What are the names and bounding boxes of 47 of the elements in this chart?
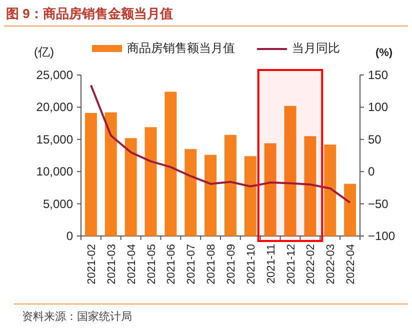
bar: [184, 149, 197, 236]
bar: [204, 154, 217, 236]
x-tick-label: 2021-02: [86, 244, 98, 284]
y-tick-label: 15,000: [36, 132, 74, 146]
x-tick-label: 2021-11: [265, 244, 278, 284]
x-tick-label: 2021-10: [245, 244, 258, 284]
y2-tick-label: 50: [368, 132, 382, 146]
bar: [224, 134, 236, 236]
y2-tick-label: −50: [368, 196, 389, 211]
bar: [124, 138, 137, 236]
y-tick-label: 25,000: [36, 68, 74, 82]
x-tick-label: 2022-03: [325, 244, 338, 284]
bar: [324, 144, 336, 236]
y2-tick-label: 0: [368, 164, 375, 179]
x-tick-label: 2021-12: [285, 244, 298, 284]
y-tick-label: 0: [66, 229, 74, 243]
y-tick-label: 20,000: [36, 100, 74, 114]
x-tick-label: 2021-09: [225, 244, 238, 284]
x-tick-label: 2022-02: [305, 244, 318, 284]
bar: [264, 143, 276, 236]
x-tick-label: 2021-03: [106, 244, 118, 284]
bar: [304, 136, 316, 236]
x-tick-label: 2021-04: [126, 244, 138, 284]
legend-label: 当月同比: [292, 41, 340, 55]
x-tick-label: 2021-06: [166, 244, 178, 284]
y-tick-label: 5,000: [42, 196, 74, 211]
legend-label: 商品房销售额当月值: [127, 41, 235, 55]
bar: [144, 127, 157, 236]
line-series: [90, 84, 352, 204]
bar: [104, 112, 117, 236]
x-tick-label: 2022-04: [345, 244, 358, 284]
x-tick-label: 2021-08: [206, 244, 218, 284]
bar: [84, 112, 97, 236]
y2-tick-label: −100: [368, 229, 396, 243]
bar: [244, 156, 256, 236]
bar: [284, 106, 296, 236]
x-tick-label: 2021-05: [146, 244, 158, 284]
x-tick-label: 2021-07: [186, 244, 198, 284]
chart-title: 图 9：商品房销售金额当月值: [6, 6, 173, 21]
text: 资料来源：国家统计局: [22, 310, 132, 323]
y2-tick-label: 100: [368, 100, 388, 114]
y-axis-title: (亿): [34, 45, 54, 59]
bar: [344, 184, 356, 236]
bar: [164, 92, 177, 236]
y-tick-label: 10,000: [36, 164, 74, 179]
y2-axis-title: (%): [375, 47, 393, 59]
y2-tick-label: 150: [368, 68, 388, 82]
